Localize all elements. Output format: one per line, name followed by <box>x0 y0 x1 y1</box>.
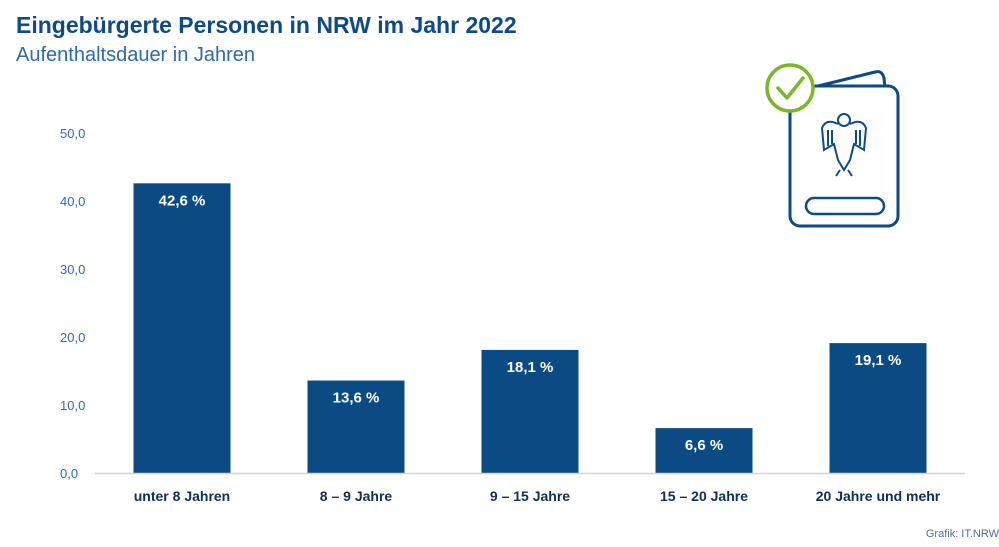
bar <box>133 183 231 473</box>
source-credit: Grafik: IT.NRW <box>925 528 999 540</box>
y-tick-label: 10,0 <box>60 398 85 413</box>
chart-subtitle: Aufenthaltsdauer in Jahren <box>16 44 256 66</box>
x-axis: unter 8 Jahren 8 – 9 Jahre 9 – 15 Jahre 15 … <box>134 488 941 504</box>
bar-value-label: 13,6 % <box>333 390 380 407</box>
bar-value-label: 19,1 % <box>855 352 902 369</box>
x-tick-label: 15 – 20 Jahre <box>660 488 748 504</box>
y-tick-label: 20,0 <box>60 330 85 345</box>
bar-value-label: 42,6 % <box>159 192 206 209</box>
y-tick-label: 50,0 <box>60 126 85 141</box>
chart-title: Eingebürgerte Personen in NRW im Jahr 20… <box>16 12 517 38</box>
bar-value-label: 18,1 % <box>507 359 554 376</box>
x-tick-label: 8 – 9 Jahre <box>320 488 393 504</box>
x-tick-label: 9 – 15 Jahre <box>490 488 570 504</box>
passport-check-icon <box>765 63 900 228</box>
x-tick-label: 20 Jahre und mehr <box>816 488 941 504</box>
y-axis: 0,0 10,0 20,0 30,0 40,0 50,0 <box>60 126 85 481</box>
y-tick-label: 30,0 <box>60 262 85 277</box>
bars: 42,6 % 13,6 % 18,1 % 6,6 % 19,1 % <box>133 183 927 473</box>
bar <box>481 349 579 473</box>
y-tick-label: 40,0 <box>60 194 85 209</box>
bar-value-label: 6,6 % <box>685 437 723 454</box>
x-tick-label: unter 8 Jahren <box>134 488 230 504</box>
bar <box>307 380 405 473</box>
bar <box>829 343 927 473</box>
eagle-emblem-icon <box>820 113 868 177</box>
y-tick-label: 0,0 <box>60 466 78 481</box>
check-badge-icon <box>765 63 815 113</box>
bar <box>655 428 753 473</box>
